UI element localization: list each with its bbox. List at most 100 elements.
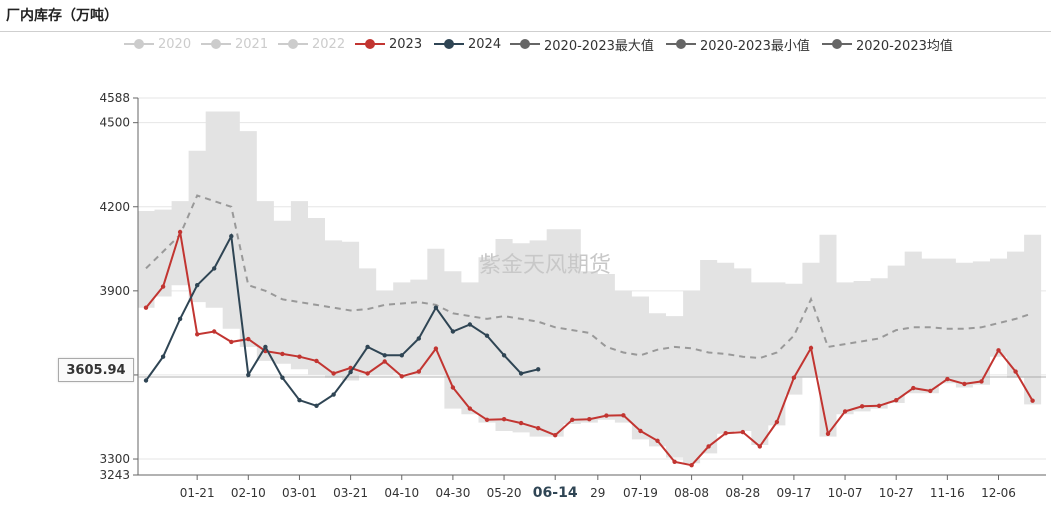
legend-2022-marker-icon <box>278 39 308 49</box>
legend-2023-marker-icon <box>355 39 385 49</box>
y-tick-label: 4500 <box>99 116 130 130</box>
data-point <box>399 353 404 358</box>
legend-2020-marker-icon <box>124 39 154 49</box>
x-tick-label: 12-06 <box>981 486 1016 500</box>
data-point <box>604 413 609 418</box>
data-point <box>962 381 967 387</box>
data-point <box>433 305 439 310</box>
x-tick-label: 11-16 <box>930 486 965 500</box>
x-tick-label: 08-28 <box>725 486 760 500</box>
legend-item-2022[interactable]: 2022 <box>278 34 345 54</box>
data-point <box>314 403 319 408</box>
y-tick-label: 4588 <box>99 91 130 105</box>
legend-item-2023[interactable]: 2023 <box>355 34 422 54</box>
data-point <box>246 336 251 342</box>
data-point <box>928 388 933 394</box>
data-point <box>467 322 473 327</box>
data-point <box>399 374 404 379</box>
legend-label: 2024 <box>468 36 502 52</box>
data-point <box>553 433 558 438</box>
data-point <box>229 339 234 345</box>
data-point <box>160 354 166 359</box>
legend-item-max[interactable]: 2020-2023最大值 <box>510 34 654 54</box>
mean-series <box>145 194 1033 360</box>
data-point <box>416 369 421 374</box>
series-mean-line <box>145 194 1033 360</box>
x-tick-label: 07-19 <box>623 486 658 500</box>
x-tick-label: 05-20 <box>487 486 522 500</box>
x-tick-label: 09-17 <box>776 486 811 500</box>
data-point <box>382 353 387 358</box>
max-min-band <box>137 111 1042 464</box>
legend-item-2024[interactable]: 2024 <box>434 34 501 54</box>
legend-label: 2020-2023均值 <box>856 38 953 54</box>
data-point <box>314 358 319 364</box>
data-point <box>791 375 797 380</box>
x-tick-label: 01-21 <box>180 486 215 500</box>
data-point <box>996 348 1001 353</box>
data-point <box>246 372 251 378</box>
legend-item-mean[interactable]: 2020-2023均值 <box>822 34 953 54</box>
data-point <box>280 375 285 380</box>
y-tick-label: 3243 <box>99 468 130 482</box>
x-tick-label: 08-08 <box>674 486 709 500</box>
data-point <box>195 283 200 288</box>
data-point <box>416 336 421 341</box>
data-point <box>842 409 848 414</box>
data-point <box>774 419 780 425</box>
data-point <box>945 376 950 382</box>
legend-label: 2020 <box>158 36 192 52</box>
data-point <box>143 305 149 310</box>
data-point <box>160 284 166 289</box>
x-tick-label: 29 <box>590 486 605 500</box>
data-point <box>1013 369 1018 374</box>
data-point <box>212 329 217 334</box>
y-tick-label: 3300 <box>99 452 130 466</box>
series-lines <box>143 229 1035 468</box>
data-point <box>331 371 336 376</box>
legend-item-2020[interactable]: 2020 <box>124 34 191 54</box>
legend-min-marker-icon <box>666 39 696 49</box>
data-point <box>484 333 490 338</box>
data-point <box>501 417 507 422</box>
y-tick-label: 4200 <box>99 200 130 214</box>
data-point <box>911 385 916 391</box>
legend-2024-marker-icon <box>434 39 464 49</box>
data-point <box>382 359 387 364</box>
x-tick-label: 03-01 <box>282 486 317 500</box>
legend: 2020 2021 2022 2023 2024 2020-2023最大值 20… <box>0 34 1051 54</box>
data-point <box>433 346 439 351</box>
data-point <box>587 417 592 422</box>
data-point <box>536 367 541 372</box>
data-point <box>212 266 217 271</box>
data-point <box>723 431 728 436</box>
data-point <box>467 406 473 411</box>
legend-item-min[interactable]: 2020-2023最小值 <box>666 34 810 54</box>
data-point <box>229 234 234 239</box>
title-divider <box>0 31 1051 32</box>
legend-max-marker-icon <box>510 39 540 49</box>
data-point <box>655 438 660 443</box>
legend-item-2021[interactable]: 2021 <box>201 34 268 54</box>
data-point <box>859 404 865 409</box>
data-point <box>825 431 831 436</box>
data-point <box>297 398 302 403</box>
data-point <box>501 353 507 358</box>
data-point <box>365 371 370 376</box>
data-point <box>757 444 762 449</box>
x-tick-label: 03-21 <box>333 486 368 500</box>
data-point <box>143 378 149 383</box>
y-tick-label: 3900 <box>99 284 130 298</box>
legend-label: 2021 <box>235 36 269 52</box>
data-point <box>518 371 524 376</box>
series-2024-line <box>145 232 539 407</box>
data-point <box>876 403 882 408</box>
data-point <box>297 354 302 359</box>
data-point <box>706 444 711 449</box>
legend-label: 2020-2023最大值 <box>544 38 654 54</box>
x-tick-label: 10-27 <box>879 486 914 500</box>
data-point <box>450 385 456 390</box>
x-tick-label: 06-14 <box>533 485 578 501</box>
data-point <box>195 332 200 337</box>
